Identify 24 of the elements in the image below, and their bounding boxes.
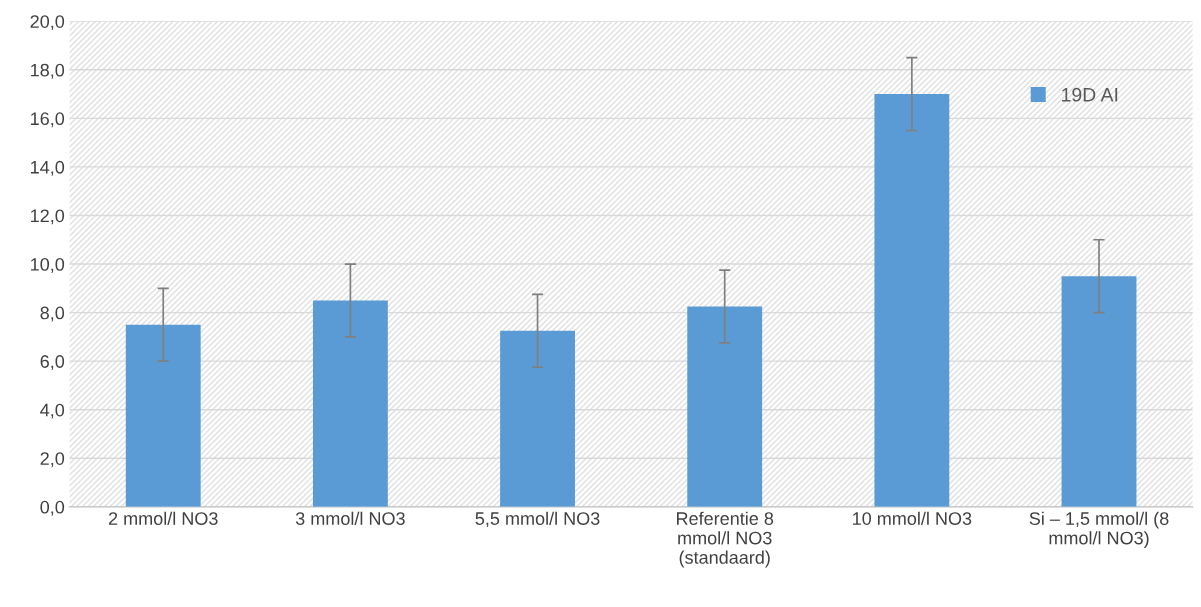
y-tick-label: 18,0 (31, 63, 65, 79)
y-tick-label: 12,0 (31, 209, 65, 225)
x-tick-label: 3 mmol/l NO3 (295, 511, 405, 525)
y-tick-label: 16,0 (31, 112, 65, 128)
y-tick-label: 20,0 (30, 15, 65, 31)
y-tick-label: 14,0 (31, 160, 65, 176)
legend-label: 19D AI (1062, 87, 1118, 102)
y-tick-label: 4,0 (40, 403, 65, 419)
bar (312, 300, 388, 507)
x-tick-label: Referentie 8 mmol/l NO3 (standaard) (677, 511, 774, 568)
y-tick-label: 2,0 (40, 452, 65, 468)
y-tick-label: 10,0 (31, 257, 65, 273)
bar (125, 324, 201, 507)
y-tick-label: 8,0 (40, 306, 65, 322)
y-tick-label: 0,0 (40, 500, 65, 516)
x-tick-label: Si – 1,5 mmol/l (8 mmol/l NO3) (1029, 511, 1169, 548)
bar (687, 306, 763, 507)
y-tick-label: 6,0 (40, 355, 65, 371)
x-tick-label: 2 mmol/l NO3 (108, 511, 218, 525)
bar (500, 330, 575, 507)
bar (874, 94, 950, 507)
x-tick-label: 10 mmol/l NO3 (853, 511, 972, 525)
bar (1061, 276, 1137, 507)
x-tick-label: 5,5 mmol/l NO3 (475, 511, 600, 528)
